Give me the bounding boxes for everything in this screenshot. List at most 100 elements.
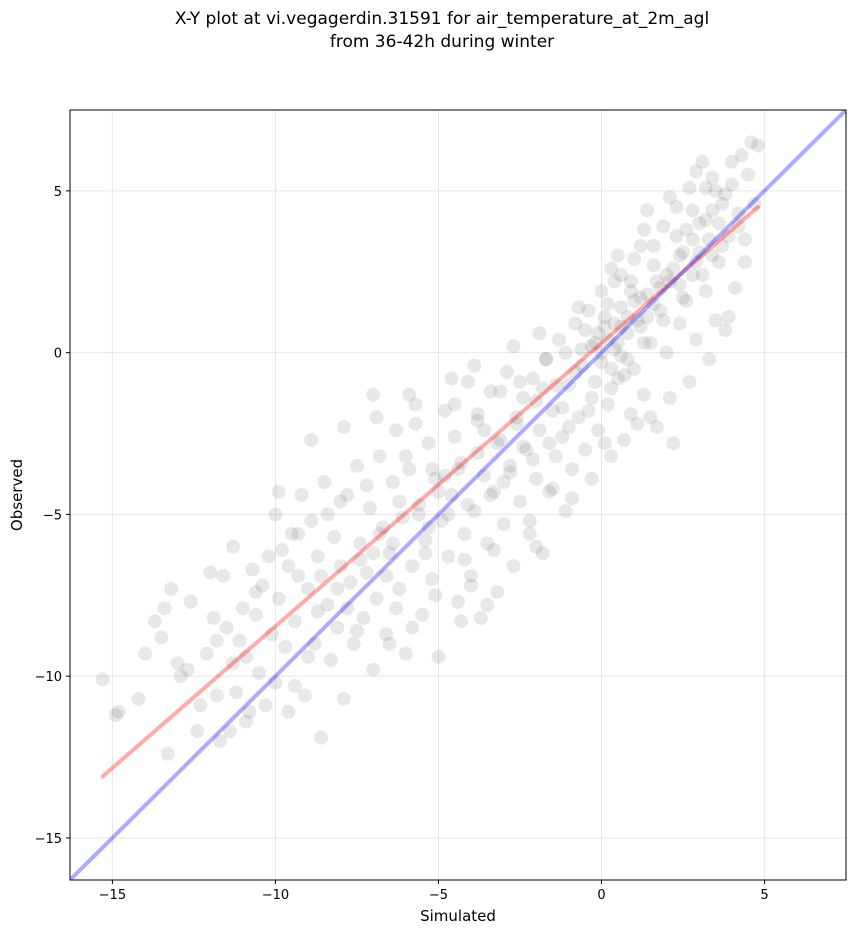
data-point xyxy=(640,287,655,302)
data-point xyxy=(640,203,655,218)
data-point xyxy=(330,581,345,596)
data-point xyxy=(666,261,681,276)
data-point xyxy=(287,614,302,629)
data-point xyxy=(454,614,469,629)
data-point xyxy=(385,536,400,551)
data-point xyxy=(516,439,531,454)
data-point xyxy=(428,588,443,603)
data-point xyxy=(317,475,332,490)
data-point xyxy=(715,238,730,253)
data-point xyxy=(672,277,687,292)
data-point xyxy=(542,484,557,499)
data-point xyxy=(336,420,351,435)
data-point xyxy=(431,484,446,499)
data-point xyxy=(170,656,185,671)
data-point xyxy=(369,591,384,606)
data-point xyxy=(627,293,642,308)
data-point xyxy=(545,481,560,496)
data-point xyxy=(600,397,615,412)
data-point xyxy=(587,335,602,350)
data-point xyxy=(594,345,609,360)
data-point xyxy=(649,274,664,289)
data-point xyxy=(206,610,221,625)
data-point xyxy=(376,520,391,535)
regression-line xyxy=(100,205,760,779)
data-point xyxy=(310,549,325,564)
data-point xyxy=(539,352,554,367)
data-point xyxy=(512,494,527,509)
data-point xyxy=(552,332,567,347)
data-point xyxy=(721,229,736,244)
data-point xyxy=(607,274,622,289)
data-point xyxy=(271,484,286,499)
data-point xyxy=(718,187,733,202)
data-point xyxy=(349,458,364,473)
data-point xyxy=(600,297,615,312)
data-point xyxy=(421,436,436,451)
data-point xyxy=(411,507,426,522)
chart-title-line2: from 36-42h during winter xyxy=(329,32,555,52)
data-point xyxy=(604,261,619,276)
data-point xyxy=(411,497,426,512)
data-point xyxy=(242,704,257,719)
data-point xyxy=(216,568,231,583)
data-point xyxy=(418,546,433,561)
data-point xyxy=(715,196,730,211)
data-point xyxy=(287,678,302,693)
data-point xyxy=(747,196,762,211)
data-point xyxy=(437,403,452,418)
data-point xyxy=(281,704,296,719)
data-point xyxy=(705,203,720,218)
data-point xyxy=(568,365,583,380)
data-point xyxy=(695,268,710,282)
data-point xyxy=(467,358,482,373)
data-point xyxy=(486,484,501,499)
data-point xyxy=(340,601,355,616)
data-point xyxy=(460,374,475,389)
data-point xyxy=(369,410,384,425)
data-point xyxy=(395,510,410,525)
data-point xyxy=(291,568,306,583)
data-point xyxy=(226,656,241,671)
chart-title-line1: X-Y plot at vi.vegagerdin.31591 for air_… xyxy=(174,9,710,29)
data-point xyxy=(434,513,449,528)
data-point xyxy=(366,546,381,561)
data-point xyxy=(265,627,280,642)
x-axis-label: Simulated xyxy=(420,907,496,925)
data-point xyxy=(323,653,338,667)
data-point xyxy=(385,475,400,490)
data-point xyxy=(447,397,462,412)
data-point xyxy=(721,310,736,325)
data-point xyxy=(532,326,547,341)
data-point xyxy=(408,416,423,431)
data-point xyxy=(594,355,609,370)
data-point xyxy=(301,581,316,596)
data-point xyxy=(656,219,671,234)
data-point xyxy=(509,410,524,425)
data-point xyxy=(525,371,540,386)
data-point xyxy=(711,255,726,270)
data-point xyxy=(379,568,394,583)
data-point xyxy=(522,513,537,528)
data-point xyxy=(441,507,456,522)
data-point xyxy=(604,449,619,464)
data-point xyxy=(503,458,518,473)
data-point xyxy=(232,633,247,648)
data-point xyxy=(656,313,671,328)
data-point xyxy=(679,293,694,308)
data-point xyxy=(542,436,557,451)
data-point xyxy=(366,387,381,402)
data-point xyxy=(470,407,485,422)
y-tick-label: −10 xyxy=(35,670,62,685)
data-point xyxy=(545,403,560,418)
data-point xyxy=(529,394,544,409)
data-point xyxy=(480,536,495,551)
data-point xyxy=(620,326,635,341)
data-point xyxy=(539,352,554,367)
y-axis: −15 −10 −5 0 5 xyxy=(35,185,70,847)
y-axis-label: Observed xyxy=(8,459,26,531)
data-point xyxy=(591,326,606,341)
data-point xyxy=(662,190,677,205)
data-point xyxy=(659,345,674,360)
data-point xyxy=(428,471,443,486)
